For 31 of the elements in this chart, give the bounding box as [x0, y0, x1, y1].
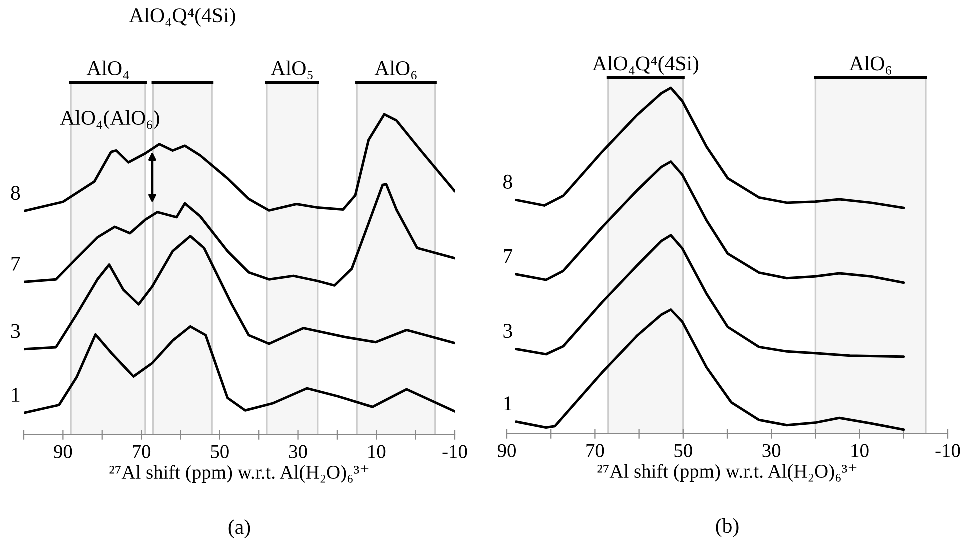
band-label: AlO₅	[271, 60, 313, 80]
text: (b)	[716, 518, 739, 538]
series-label: 8	[504, 174, 512, 189]
x-tick-label: -10	[442, 445, 468, 458]
x-tick-label: 10	[368, 445, 386, 458]
x-tick-label: 50	[211, 445, 229, 458]
x-tick-label: -10	[936, 444, 960, 458]
series-label: 1	[504, 396, 512, 411]
series-label: 3	[504, 324, 512, 338]
x-tick-label: 30	[289, 445, 308, 458]
x-tick-label: 30	[762, 444, 781, 458]
x-tick-label: 70	[133, 445, 151, 458]
x-axis-title: ²⁷Al shift (ppm) w.r.t. Al(H₂O)₆³⁺	[110, 465, 369, 483]
x-tick-label: 90	[498, 444, 516, 458]
band-label: AlO₄Q⁴(4Si)	[592, 56, 699, 75]
band-label: AlO₆	[374, 60, 417, 80]
x-tick-label: 10	[852, 444, 869, 458]
band-label: AlO₆	[849, 56, 892, 75]
annotation: AlO₄(AlO₆)	[60, 110, 160, 130]
series-label: 3	[11, 324, 20, 338]
series-label: 1	[12, 388, 20, 402]
x-tick-label: 50	[674, 444, 692, 458]
band-label: AlO₄Q⁴(4Si)	[129, 8, 236, 27]
x-tick-label: 90	[54, 445, 72, 458]
text: (a)	[228, 520, 250, 538]
band-label: AlO₄	[86, 60, 130, 80]
x-axis-title: ²⁷Al shift (ppm) w.r.t. Al(H₂O)₆³⁺	[598, 464, 857, 482]
series-label: 8	[11, 186, 20, 200]
series-label: 7	[504, 250, 513, 264]
x-tick-label: 70	[586, 444, 604, 458]
series-label: 7	[12, 257, 20, 271]
